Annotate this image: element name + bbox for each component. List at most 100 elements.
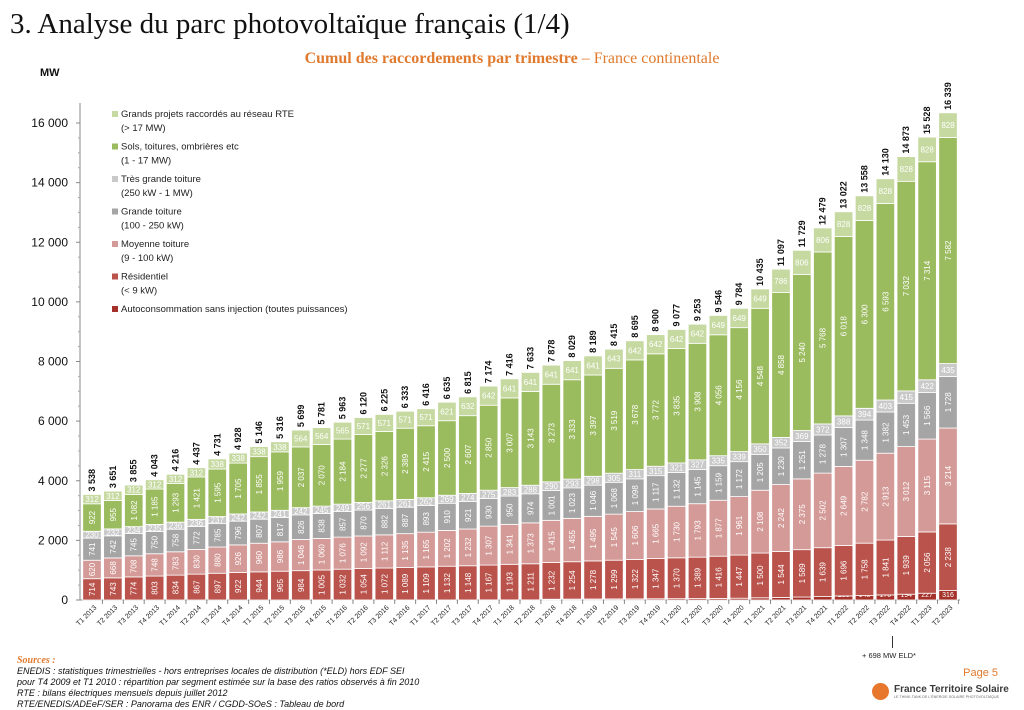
segment-value-label: 249 xyxy=(336,504,350,513)
segment-value-label: 1 730 xyxy=(673,521,682,542)
x-tick-label: T3 2017 xyxy=(451,604,474,627)
segment-value-label: 422 xyxy=(920,382,934,391)
segment-value-label: 3 397 xyxy=(589,415,598,436)
segment-value-label: 828 xyxy=(920,145,934,154)
segment-value-label: 5 240 xyxy=(798,342,807,363)
segment-value-label: 242 xyxy=(252,512,266,521)
segment-value-label: 944 xyxy=(255,579,264,593)
legend-label: Résidentiel xyxy=(121,272,168,283)
segment-value-label: 2 277 xyxy=(359,458,368,479)
segment-value-label: 564 xyxy=(315,432,329,441)
source-line: RTE : bilans électriques mensuels depuis… xyxy=(17,688,419,699)
y-tick-label: 0 xyxy=(61,593,68,607)
y-tick-label: 4 000 xyxy=(38,474,68,488)
total-value-label: 8 900 xyxy=(651,309,661,332)
segment-value-label: 262 xyxy=(419,498,433,507)
segment-value-label: 870 xyxy=(359,516,368,530)
segment-value-label: 403 xyxy=(879,402,893,411)
segment-value-label: 1 278 xyxy=(589,569,598,590)
segment-value-label: 642 xyxy=(691,330,705,339)
segment-value-label: 986 xyxy=(276,549,285,563)
segment-value-label: 235 xyxy=(148,524,162,533)
segment-value-label: 288 xyxy=(524,486,538,495)
segment-value-label: 283 xyxy=(503,488,517,497)
segment-value-label: 312 xyxy=(190,468,204,477)
legend-label: Grande toiture xyxy=(121,207,182,218)
sources: Sources : ENEDIS : statistiques trimestr… xyxy=(17,655,419,710)
segment-value-label: 1 251 xyxy=(798,450,807,471)
x-tick-label: T4 2015 xyxy=(305,604,328,627)
segment-value-label: 1 005 xyxy=(318,574,327,595)
segment-value-label: 298 xyxy=(586,477,600,486)
total-value-label: 6 120 xyxy=(358,392,368,415)
segment-value-label: 960 xyxy=(255,550,264,564)
total-value-label: 8 189 xyxy=(588,330,598,353)
total-value-label: 6 635 xyxy=(442,377,452,400)
segment-value-label: 1 232 xyxy=(464,537,473,558)
segment-value-label: 3 007 xyxy=(506,432,515,453)
segment-value-label: 1 202 xyxy=(443,538,452,559)
segment-value-label: 1 068 xyxy=(610,488,619,509)
segment-value-label: 1 046 xyxy=(589,490,598,511)
segment-value-label: 955 xyxy=(109,507,118,521)
segment-value-label: 1 230 xyxy=(777,456,786,477)
segment-value-label: 1 606 xyxy=(631,525,640,546)
segment-value-label: 236 xyxy=(169,522,183,531)
segment-value-label: 1 293 xyxy=(172,492,181,513)
segment-value-label: 828 xyxy=(858,204,872,213)
segment-value-label: 2 070 xyxy=(318,465,327,486)
segment-value-label: 1 382 xyxy=(881,422,890,443)
segment-value-label: 4 156 xyxy=(735,379,744,400)
segment-value-label: 1 023 xyxy=(568,493,577,514)
x-tick-label: T3 2019 xyxy=(618,604,641,627)
segment-value-label: 1 877 xyxy=(714,518,723,539)
segment-value-label: 1 758 xyxy=(860,559,869,580)
legend-swatch xyxy=(112,241,118,247)
segment-value-label: 236 xyxy=(190,519,204,528)
segment-value-label: 1 112 xyxy=(380,541,389,561)
segment-value-label: 857 xyxy=(339,517,348,531)
segment-value-label: 1 145 xyxy=(693,476,702,497)
segment-value-label: 369 xyxy=(795,432,809,441)
segment-value-label: 3 519 xyxy=(610,410,619,431)
total-value-label: 10 435 xyxy=(755,258,765,286)
total-value-label: 8 695 xyxy=(630,315,640,338)
segment-value-label: 741 xyxy=(88,542,97,556)
segment-value-label: 1 046 xyxy=(297,545,306,566)
segment-value-label: 1 959 xyxy=(276,471,285,492)
segment-value-label: 3 012 xyxy=(902,481,911,502)
segment-value-label: 642 xyxy=(482,392,496,401)
segment-value-label: 1 159 xyxy=(714,472,723,493)
segment-value-label: 828 xyxy=(837,220,851,229)
segment-value-label: 641 xyxy=(566,366,580,375)
segment-value-label: 1 589 xyxy=(798,563,807,584)
segment-value-label: 1 060 xyxy=(318,544,327,565)
segment-value-label: 1 416 xyxy=(714,567,723,588)
segment-value-label: 242 xyxy=(294,507,308,516)
segment-value-label: 350 xyxy=(753,445,767,454)
segment-value-label: 1 132 xyxy=(443,573,452,594)
segment-value-label: 817 xyxy=(276,522,285,536)
segment-value-label: 1 639 xyxy=(819,562,828,583)
x-tick-label: T4 2018 xyxy=(555,604,578,627)
segment-value-label: 4 056 xyxy=(714,385,723,406)
segment-value-label: 1 172 xyxy=(735,469,744,490)
segment-value-label: 1 793 xyxy=(693,520,702,541)
segment-value-label: 785 xyxy=(213,528,222,542)
segment-value-label: 796 xyxy=(234,526,243,540)
y-tick-label: 16 000 xyxy=(31,116,68,130)
segment-value-label: 6 018 xyxy=(840,316,849,337)
total-value-label: 5 781 xyxy=(317,402,327,425)
total-value-label: 4 437 xyxy=(191,442,201,465)
logo-sun-icon xyxy=(872,683,889,700)
segment-value-label: 880 xyxy=(213,553,222,567)
segment-value-label: 1 278 xyxy=(819,444,828,465)
segment-value-label: 1 109 xyxy=(422,573,431,594)
legend-label: (9 - 100 kW) xyxy=(121,253,173,264)
segment-value-label: 786 xyxy=(774,277,788,286)
segment-value-label: 897 xyxy=(213,579,222,593)
segment-value-label: 1 453 xyxy=(902,414,911,435)
segment-value-label: 1 595 xyxy=(213,482,222,503)
segment-value-label: 1 082 xyxy=(130,500,139,521)
x-tick-label: T3 2013 xyxy=(117,604,140,627)
